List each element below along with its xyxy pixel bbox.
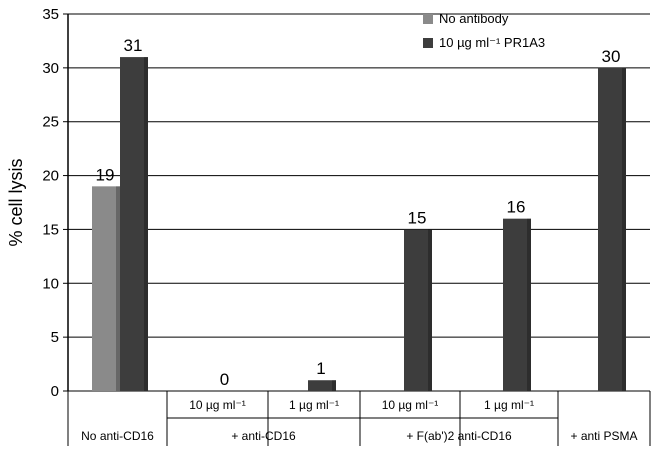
- bar-value-label: 19: [96, 165, 115, 184]
- y-axis-label: % cell lysis: [6, 158, 26, 246]
- bar-shade: [428, 229, 432, 391]
- x-axis-table: 10 µg ml⁻¹ 1 µg ml⁻¹ 10 µg ml⁻¹ 1 µg ml⁻¹ No…: [67, 391, 651, 446]
- group-label: No anti-CD16: [81, 429, 154, 443]
- legend-label-pr1a3: 10 µg ml⁻¹ PR1A3: [439, 35, 545, 50]
- bar: [404, 229, 432, 391]
- group-label: + anti-CD16: [231, 429, 296, 443]
- dose-label: 10 µg ml⁻¹: [189, 398, 246, 412]
- bar-value-label: 15: [408, 208, 427, 227]
- bar-shade: [527, 218, 531, 391]
- bars: [92, 57, 626, 391]
- y-tick-label: 25: [42, 114, 59, 131]
- bar-value-label: 31: [124, 36, 143, 55]
- bar-shade: [116, 186, 120, 391]
- bar: [503, 218, 531, 391]
- legend-swatch-pr1a3: [423, 38, 433, 48]
- dose-label: 10 µg ml⁻¹: [382, 398, 439, 412]
- bar: [92, 186, 120, 391]
- bar: [120, 57, 148, 391]
- y-tick-label: 15: [42, 221, 59, 238]
- axes: 0 5 10 15 20 25 30 35 % cell lysis: [6, 6, 69, 400]
- y-tick-label: 5: [51, 329, 59, 346]
- bar: [308, 380, 336, 391]
- bar-shade: [622, 67, 626, 391]
- bar-shade: [332, 380, 336, 391]
- bar-value-label: 30: [602, 47, 621, 66]
- legend-swatch-no-antibody: [423, 14, 433, 24]
- group-label: + anti PSMA: [570, 429, 637, 443]
- y-tick-label: 0: [51, 383, 59, 400]
- y-tick-label: 35: [42, 6, 59, 23]
- group-label: + F(ab')2 anti-CD16: [406, 429, 512, 443]
- legend-label-no-antibody: No antibody: [439, 11, 509, 26]
- y-tick-label: 30: [42, 60, 59, 77]
- gridlines: [68, 13, 650, 392]
- bar: [598, 67, 626, 391]
- value-labels: 19 31 0 1 15 16 30: [96, 36, 621, 389]
- dose-label: 1 µg ml⁻¹: [484, 398, 534, 412]
- bar-value-label: 0: [220, 370, 229, 389]
- legend: No antibody 10 µg ml⁻¹ PR1A3: [423, 11, 545, 50]
- y-tick-label: 20: [42, 168, 59, 185]
- bar-value-label: 1: [316, 359, 325, 378]
- bar-value-label: 16: [507, 198, 526, 217]
- dose-label: 1 µg ml⁻¹: [289, 398, 339, 412]
- y-tick-label: 10: [42, 275, 59, 292]
- bar-shade: [144, 57, 148, 391]
